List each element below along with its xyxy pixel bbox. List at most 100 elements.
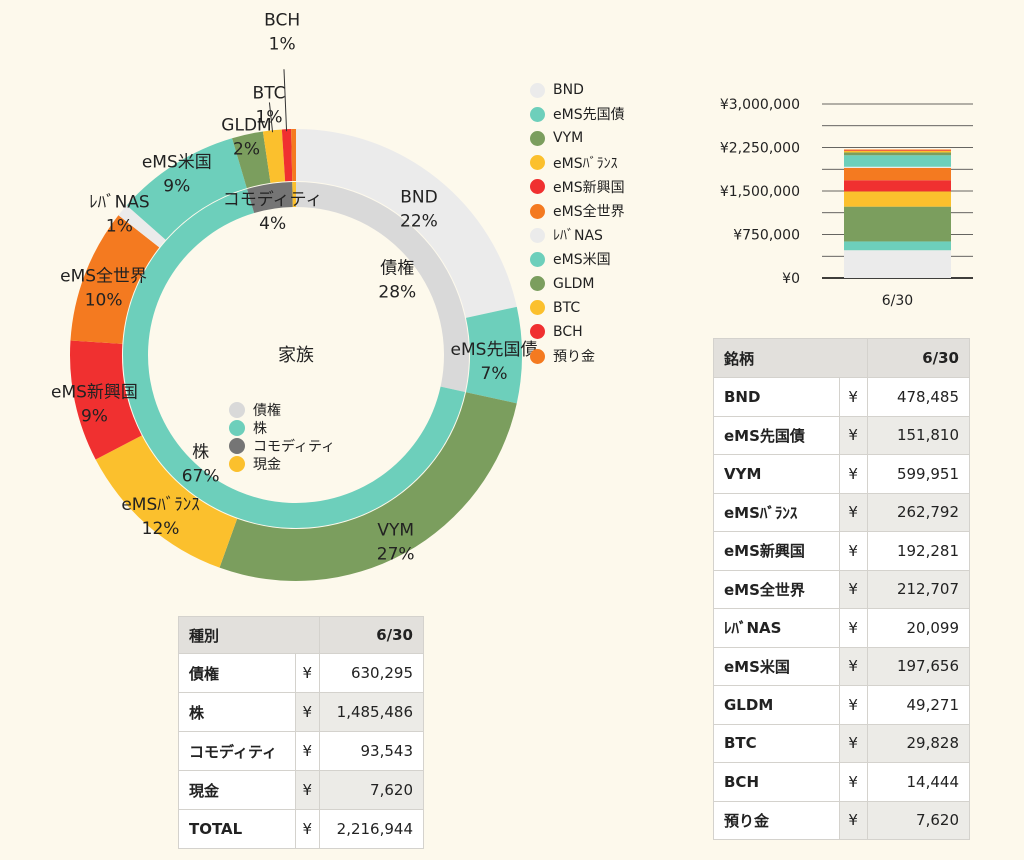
outer-ring-slice-0 <box>296 129 517 318</box>
brand-table-row-currency: ¥ <box>838 762 868 802</box>
brand-table-row-value: 212,707 <box>866 569 971 609</box>
type-table-row-name: 債権 <box>178 653 296 693</box>
brand-table-header-label: 銘柄 <box>713 338 868 378</box>
type-table-row-value: 2,216,944 <box>318 809 425 849</box>
outer-slice-1-percent: 7% <box>481 364 508 384</box>
brand-table-header-date: 6/30 <box>866 338 971 378</box>
brand-table-row-name: BTC <box>713 723 840 763</box>
outer-slice-3-percent: 12% <box>142 519 180 539</box>
brand-table-row-currency: ¥ <box>838 646 868 686</box>
brand-table-row-name: eMS新興国 <box>713 531 840 571</box>
outer-legend-item: GLDM <box>530 272 625 296</box>
outer-slice-5-label: eMS全世界 <box>60 266 147 286</box>
legend-swatch <box>530 324 545 340</box>
inner-slice-0-label: 債権 <box>380 258 414 278</box>
stacked-bar-chart: ¥3,000,000 ¥2,250,000 ¥1,500,000 ¥750,000 ¥0… <box>720 97 973 309</box>
outer-slice-7-percent: 9% <box>163 177 190 197</box>
brand-table-row-value: 192,281 <box>866 531 971 571</box>
outer-slice-6-label: ﾚﾊﾞNAS <box>89 193 150 213</box>
outer-ring-slice-9 <box>262 129 286 183</box>
legend-label: BTC <box>553 299 581 316</box>
brand-table-row-name: eMSﾊﾞﾗﾝｽ <box>713 492 840 532</box>
brand-table-row-name: 預り金 <box>713 800 840 840</box>
outer-slice-5-percent: 10% <box>85 290 123 310</box>
brand-table-row-name: eMS全世界 <box>713 569 840 609</box>
legend-label: 現金 <box>253 457 281 473</box>
inner-ring-legend: 債権株コモディティ 現金 <box>229 401 335 473</box>
inner-legend-item: 現金 <box>229 455 335 473</box>
bar-segment-6 <box>844 166 951 168</box>
brand-table-row: VYM ¥599,951 <box>713 454 971 494</box>
brand-table-row-name: GLDM <box>713 685 840 725</box>
outer-slice-10-label: BCH <box>264 10 300 30</box>
outer-slice-2-percent: 27% <box>377 544 415 564</box>
outer-ring-slice-7 <box>126 138 247 240</box>
legend-label: GLDM <box>553 275 595 292</box>
outer-slice-8-label: GLDM <box>221 115 271 135</box>
legend-swatch <box>530 106 545 122</box>
type-table: 種別 6/30 債権 ¥630,295 株 ¥1,485,486 コモディティ ¥93,5… <box>178 616 425 849</box>
brand-table-row: BND ¥478,485 <box>713 377 971 417</box>
legend-label: eMS新興国 <box>553 179 625 196</box>
legend-label: 預り金 <box>553 349 595 366</box>
inner-legend-item: 株 <box>229 419 335 437</box>
brand-table-row-currency: ¥ <box>838 685 868 725</box>
bar-segment-7 <box>844 155 951 167</box>
brand-table-row-value: 478,485 <box>866 377 971 417</box>
brand-table-row-value: 7,620 <box>866 800 971 840</box>
brand-table-row-value: 20,099 <box>866 608 971 648</box>
brand-table-row: eMSﾊﾞﾗﾝｽ ¥262,792 <box>713 492 971 532</box>
type-table-row: 債権 ¥630,295 <box>178 653 425 693</box>
outer-slice-0-percent: 22% <box>400 211 438 231</box>
legend-swatch <box>229 420 245 436</box>
bar-y-tick-label: ¥750,000 <box>733 228 800 244</box>
inner-ring-slice-3 <box>292 182 296 208</box>
type-table-row-currency: ¥ <box>294 770 320 810</box>
type-table-row-name: コモディティ <box>178 731 296 771</box>
outer-slice-9-leader <box>268 102 274 133</box>
legend-swatch <box>530 300 545 316</box>
brand-table-row-value: 49,271 <box>866 685 971 725</box>
inner-slice-1-label: 株 <box>192 442 209 462</box>
outer-slice-0-label: BND <box>400 187 437 207</box>
inner-legend-item: 債権 <box>229 401 335 419</box>
legend-swatch <box>530 227 545 243</box>
type-table-header: 種別 6/30 <box>178 616 425 654</box>
bar-y-tick-label: ¥3,000,000 <box>720 97 800 113</box>
brand-table-row-name: BCH <box>713 762 840 802</box>
bar-segment-5 <box>844 167 951 181</box>
brand-table-row-value: 599,951 <box>866 454 971 494</box>
outer-legend-item: BTC <box>530 296 625 320</box>
brand-table-row-name: VYM <box>713 454 840 494</box>
inner-slice-0-percent: 28% <box>378 282 416 302</box>
brand-table-row-value: 151,810 <box>866 415 971 455</box>
outer-ring-slice-6 <box>118 205 166 248</box>
outer-slice-3-label: eMSﾊﾞﾗﾝｽ <box>121 495 199 515</box>
legend-swatch <box>229 456 245 472</box>
type-table-row-value: 93,543 <box>318 731 425 771</box>
outer-legend-item: eMS米国 <box>530 247 625 271</box>
outer-ring-slice-8 <box>232 131 271 189</box>
outer-ring-slice-4 <box>70 340 142 460</box>
outer-slice-4-label: eMS新興国 <box>51 383 138 403</box>
brand-table-header: 銘柄 6/30 <box>713 338 971 378</box>
bar-x-tick-label: 6/30 <box>882 293 913 309</box>
brand-table-row-value: 14,444 <box>866 762 971 802</box>
type-table-row-value: 7,620 <box>318 770 425 810</box>
outer-slice-8-percent: 2% <box>233 139 260 159</box>
outer-slice-10-leader <box>283 69 288 132</box>
bar-segment-8 <box>844 152 951 156</box>
legend-swatch <box>530 130 545 146</box>
type-table-row: TOTAL ¥2,216,944 <box>178 809 425 849</box>
type-table-header-label: 種別 <box>178 616 320 654</box>
type-table-row-value: 1,485,486 <box>318 692 425 732</box>
outer-ring-slice-10 <box>281 129 293 182</box>
legend-swatch <box>229 402 245 418</box>
legend-label: eMS全世界 <box>553 204 625 221</box>
bar-segment-0 <box>844 250 951 278</box>
type-table-row: 株 ¥1,485,486 <box>178 692 425 732</box>
bar-y-tick-label: ¥1,500,000 <box>720 184 800 200</box>
outer-legend-item: VYM <box>530 126 625 150</box>
inner-slice-2-label: コモディティ <box>223 189 323 210</box>
legend-swatch <box>530 251 545 267</box>
